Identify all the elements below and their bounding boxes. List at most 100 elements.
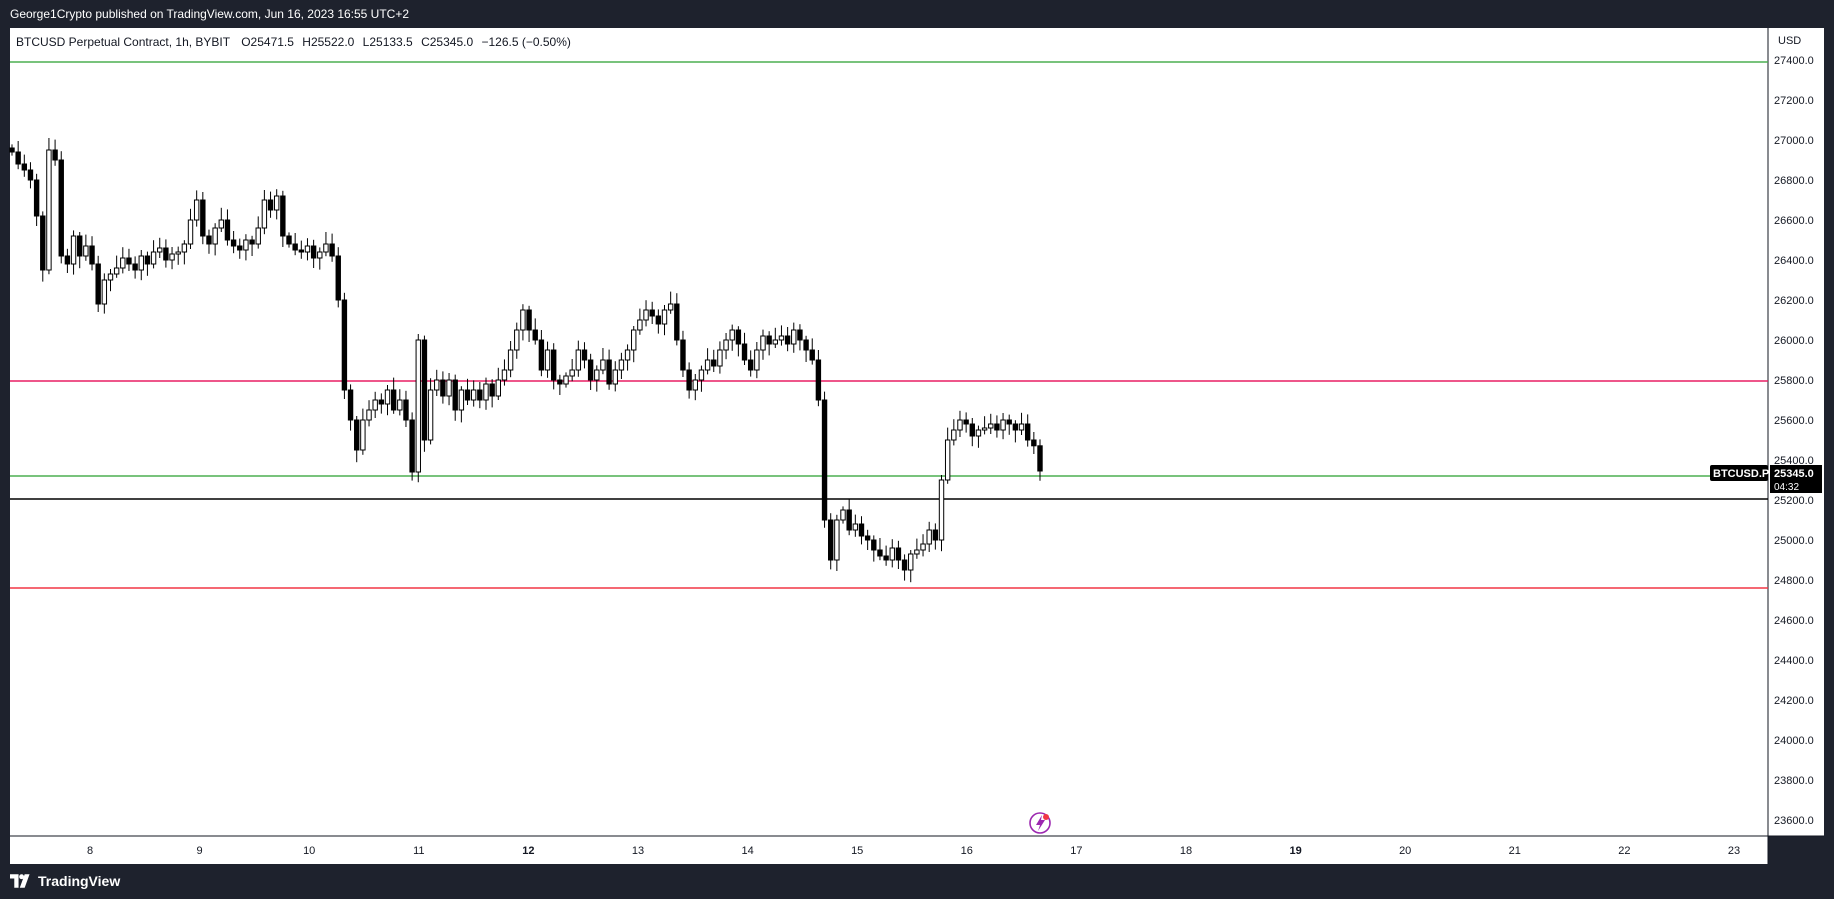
- candle: [298, 240, 305, 259]
- candle: [452, 374, 458, 421]
- price-tick-label: 27000.0: [1774, 135, 1814, 147]
- time-tick-label: 22: [1618, 845, 1630, 857]
- candle: [784, 327, 791, 352]
- candle: [9, 144, 15, 156]
- candle: [21, 154, 28, 177]
- candle: [883, 545, 889, 566]
- candle: [760, 329, 766, 360]
- time-tick-label: 13: [632, 845, 644, 857]
- candle: [483, 377, 489, 410]
- candle: [569, 359, 575, 382]
- time-tick-labels: 8 9 10 11 12 13 14 15 16 17 18 19 20 21 22 23: [87, 845, 1740, 857]
- event-lightning-icon[interactable]: [1029, 812, 1051, 834]
- candle: [834, 514, 840, 571]
- candle: [470, 380, 477, 407]
- candle: [507, 341, 514, 378]
- candle: [1006, 414, 1012, 435]
- candle: [649, 301, 655, 324]
- time-tick-label: 8: [87, 845, 93, 857]
- candle: [532, 318, 538, 345]
- candle: [390, 377, 397, 414]
- candle: [323, 232, 329, 257]
- tradingview-brand[interactable]: TradingView: [10, 873, 120, 889]
- price-tick-label: 27200.0: [1774, 95, 1814, 107]
- candle: [581, 342, 588, 369]
- candle: [489, 379, 495, 408]
- candle: [988, 413, 994, 434]
- candle: [643, 300, 649, 327]
- price-axis[interactable]: [1768, 28, 1824, 836]
- candle: [754, 342, 760, 379]
- candle: [557, 374, 563, 395]
- candle: [704, 348, 711, 375]
- candle: [501, 359, 508, 386]
- candle: [224, 209, 231, 246]
- time-tick-label: 12: [522, 845, 534, 857]
- candle: [249, 235, 255, 256]
- candle: [64, 248, 71, 273]
- candle: [132, 256, 138, 279]
- candle: [717, 341, 723, 374]
- candle: [218, 207, 224, 232]
- candle: [434, 369, 440, 396]
- candle: [538, 330, 545, 377]
- candle: [33, 173, 40, 226]
- candle: [267, 191, 274, 218]
- price-tick-label: 23600.0: [1774, 815, 1814, 827]
- publish-info: George1Crypto published on TradingView.c…: [10, 7, 410, 21]
- candle: [101, 273, 108, 314]
- candle: [741, 332, 748, 365]
- candle: [711, 349, 717, 372]
- price-tick-label: 25800.0: [1774, 375, 1814, 387]
- candle: [458, 386, 465, 423]
- candle: [187, 208, 194, 249]
- candle: [692, 374, 698, 401]
- candle: [477, 382, 483, 409]
- candle: [889, 539, 895, 568]
- time-tick-label: 10: [303, 845, 315, 857]
- candle: [975, 425, 982, 448]
- tradingview-logo-icon: [10, 874, 30, 888]
- candle: [944, 427, 951, 484]
- candle: [772, 327, 779, 348]
- candle: [1031, 432, 1037, 454]
- price-tick-label: 26600.0: [1774, 215, 1814, 227]
- legend-symbol: BTCUSD Perpetual Contract, 1h, BYBIT O25…: [16, 35, 571, 49]
- candle: [169, 247, 175, 270]
- candle: [852, 514, 859, 537]
- candle: [797, 324, 803, 351]
- price-tag-bg: [1770, 465, 1822, 493]
- candle: [803, 335, 809, 362]
- candle: [895, 540, 902, 569]
- time-tick-label: 19: [1289, 845, 1301, 857]
- plot-area[interactable]: [10, 28, 1768, 836]
- price-tick-label: 25000.0: [1774, 535, 1814, 547]
- candle: [360, 408, 366, 455]
- candle: [310, 239, 317, 268]
- candle: [421, 335, 428, 452]
- candle: [1018, 412, 1025, 435]
- candle: [163, 239, 169, 268]
- candle: [95, 255, 101, 312]
- candle: [667, 291, 674, 314]
- candle: [347, 384, 354, 431]
- candle: [680, 330, 686, 377]
- price-tick-label: 25600.0: [1774, 415, 1814, 427]
- candle: [901, 554, 908, 581]
- candle: [791, 322, 797, 353]
- candle: [243, 234, 249, 261]
- symbol-tag-label: BTCUSD.P: [1713, 468, 1769, 480]
- time-axis[interactable]: [10, 836, 1768, 864]
- candle: [230, 231, 237, 254]
- candle: [723, 333, 729, 360]
- candle: [70, 230, 77, 275]
- price-tag[interactable]: BTCUSD.P 25345.0 04:32: [1710, 465, 1822, 493]
- time-tick-label: 18: [1180, 845, 1192, 857]
- candle: [255, 216, 261, 249]
- candle: [587, 353, 594, 390]
- candle: [15, 141, 21, 170]
- candle: [575, 340, 582, 377]
- candle: [237, 238, 243, 259]
- candle: [403, 390, 409, 427]
